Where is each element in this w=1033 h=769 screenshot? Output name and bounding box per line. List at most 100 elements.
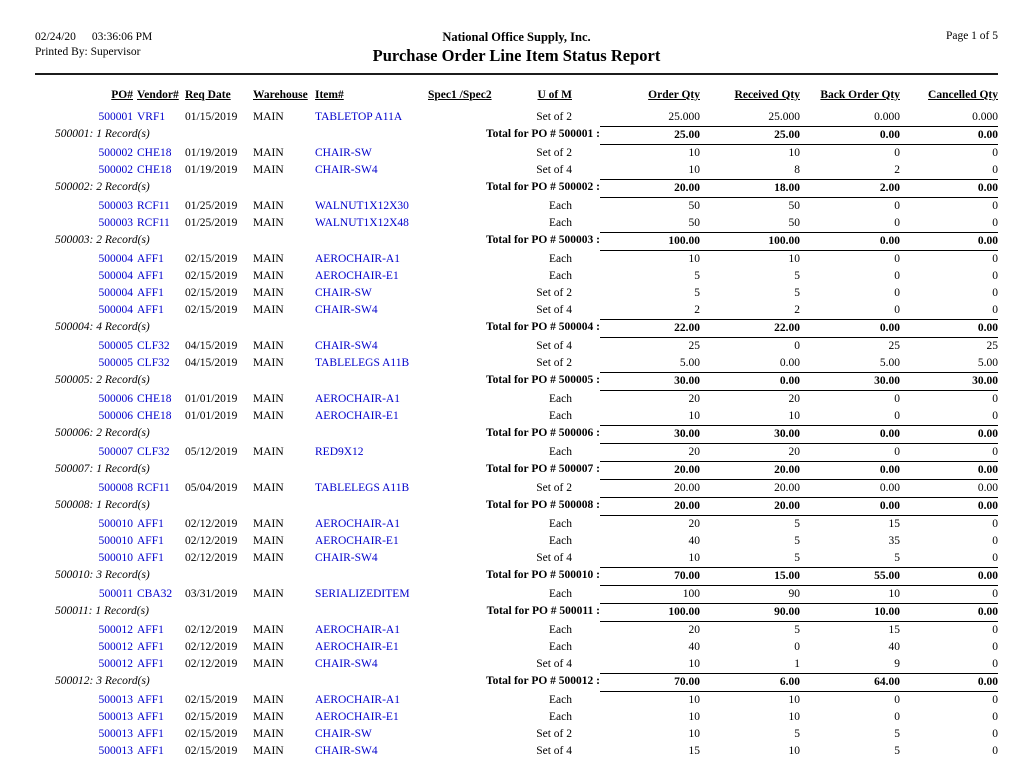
vendor-link[interactable]: CLF32 — [137, 357, 170, 369]
item-link[interactable]: CHAIR-SW4 — [315, 340, 378, 352]
item-link[interactable]: CHAIR-SW4 — [315, 304, 378, 316]
vendor-link[interactable]: AFF1 — [137, 535, 164, 547]
back-order-qty-total: 55.00 — [874, 570, 900, 582]
uom-cell: Each — [549, 518, 572, 530]
item-link[interactable]: WALNUT1X12X30 — [315, 200, 409, 212]
received-qty-cell: 8 — [794, 164, 800, 176]
vendor-link[interactable]: AFF1 — [137, 552, 164, 564]
vendor-link[interactable]: AFF1 — [137, 694, 164, 706]
spec-cell — [428, 550, 508, 567]
vendor-link[interactable]: CLF32 — [137, 340, 170, 352]
po-link[interactable]: 500012 — [98, 641, 134, 653]
received-qty-cell: 0 — [794, 340, 800, 352]
po-link[interactable]: 500007 — [98, 446, 134, 458]
col-header-cancelled-qty: Cancelled Qty — [928, 89, 998, 101]
warehouse-cell: MAIN — [253, 694, 284, 706]
po-link[interactable]: 500005 — [98, 357, 134, 369]
po-link[interactable]: 500006 — [98, 410, 134, 422]
print-info: 02/24/20 03:36:06 PM Printed By: Supervis… — [35, 30, 255, 60]
received-qty-total: 6.00 — [779, 676, 800, 688]
po-link[interactable]: 500003 — [98, 217, 134, 229]
item-link[interactable]: AEROCHAIR-E1 — [315, 270, 399, 282]
item-link[interactable]: AEROCHAIR-A1 — [315, 518, 400, 530]
cancelled-qty-cell: 0 — [992, 694, 998, 706]
vendor-link[interactable]: CHE18 — [137, 393, 172, 405]
po-link[interactable]: 500004 — [98, 253, 134, 265]
po-link[interactable]: 500002 — [98, 164, 134, 176]
po-link[interactable]: 500013 — [98, 728, 134, 740]
vendor-link[interactable]: AFF1 — [137, 624, 164, 636]
po-link[interactable]: 500001 — [98, 111, 134, 123]
item-link[interactable]: CHAIR-SW4 — [315, 658, 378, 670]
item-link[interactable]: AEROCHAIR-E1 — [315, 410, 399, 422]
vendor-link[interactable]: VRF1 — [137, 111, 166, 123]
po-link[interactable]: 500004 — [98, 304, 134, 316]
po-link[interactable]: 500012 — [98, 658, 134, 670]
po-total-row: 500010: 3 Record(s) Total for PO # 500010… — [35, 567, 998, 586]
po-link[interactable]: 500006 — [98, 393, 134, 405]
po-link[interactable]: 500010 — [98, 518, 134, 530]
record-count: 500002: 2 Record(s) — [55, 181, 150, 193]
po-link[interactable]: 500011 — [98, 588, 133, 600]
item-link[interactable]: AEROCHAIR-E1 — [315, 711, 399, 723]
po-link[interactable]: 500013 — [98, 711, 134, 723]
po-link[interactable]: 500005 — [98, 340, 134, 352]
item-link[interactable]: TABLETOP A11A — [315, 111, 403, 123]
item-link[interactable]: WALNUT1X12X48 — [315, 217, 409, 229]
item-link[interactable]: TABLELEGS A11B — [315, 482, 410, 494]
report-header: 02/24/20 03:36:06 PM Printed By: Supervis… — [35, 30, 998, 66]
item-link[interactable]: CHAIR-SW — [315, 147, 372, 159]
item-link[interactable]: SERIALIZEDITEM — [315, 588, 410, 600]
po-link[interactable]: 500010 — [98, 535, 134, 547]
item-link[interactable]: AEROCHAIR-E1 — [315, 641, 399, 653]
item-link[interactable]: AEROCHAIR-A1 — [315, 694, 400, 706]
spec-cell — [428, 355, 508, 372]
po-link[interactable]: 500013 — [98, 745, 134, 757]
warehouse-cell: MAIN — [253, 552, 284, 564]
item-link[interactable]: AEROCHAIR-A1 — [315, 393, 400, 405]
vendor-link[interactable]: CLF32 — [137, 446, 170, 458]
item-link[interactable]: CHAIR-SW4 — [315, 164, 378, 176]
item-link[interactable]: CHAIR-SW4 — [315, 552, 378, 564]
line-item-row: 500007 CLF32 05/12/2019 MAIN RED9X12 Each 20 20… — [35, 444, 999, 461]
vendor-link[interactable]: RCF11 — [137, 217, 170, 229]
vendor-link[interactable]: AFF1 — [137, 711, 164, 723]
spec-cell — [428, 109, 508, 126]
vendor-link[interactable]: AFF1 — [137, 518, 164, 530]
po-link[interactable]: 500013 — [98, 694, 134, 706]
item-link[interactable]: AEROCHAIR-A1 — [315, 624, 400, 636]
item-link[interactable]: CHAIR-SW4 — [315, 745, 378, 757]
item-link[interactable]: TABLELEGS A11B — [315, 357, 410, 369]
vendor-link[interactable]: CHE18 — [137, 147, 172, 159]
po-link[interactable]: 500010 — [98, 552, 134, 564]
vendor-link[interactable]: CBA32 — [137, 588, 173, 600]
po-link[interactable]: 500002 — [98, 147, 134, 159]
vendor-link[interactable]: CHE18 — [137, 410, 172, 422]
vendor-link[interactable]: AFF1 — [137, 287, 164, 299]
item-link[interactable]: RED9X12 — [315, 446, 364, 458]
order-qty-total: 22.00 — [674, 322, 700, 334]
back-order-qty-total: 0.00 — [879, 464, 900, 476]
vendor-link[interactable]: RCF11 — [137, 200, 170, 212]
item-link[interactable]: CHAIR-SW — [315, 728, 372, 740]
vendor-link[interactable]: AFF1 — [137, 658, 164, 670]
order-qty-cell: 20 — [688, 393, 701, 405]
vendor-link[interactable]: AFF1 — [137, 304, 164, 316]
item-link[interactable]: AEROCHAIR-A1 — [315, 253, 400, 265]
vendor-link[interactable]: AFF1 — [137, 253, 164, 265]
po-link[interactable]: 500004 — [98, 287, 134, 299]
vendor-link[interactable]: AFF1 — [137, 728, 164, 740]
print-date: 02/24/20 — [35, 31, 76, 43]
vendor-link[interactable]: AFF1 — [137, 641, 164, 653]
po-link[interactable]: 500008 — [98, 482, 134, 494]
po-link[interactable]: 500004 — [98, 270, 134, 282]
vendor-link[interactable]: AFF1 — [137, 745, 164, 757]
po-link[interactable]: 500012 — [98, 624, 134, 636]
vendor-link[interactable]: RCF11 — [137, 482, 170, 494]
item-link[interactable]: AEROCHAIR-E1 — [315, 535, 399, 547]
vendor-link[interactable]: CHE18 — [137, 164, 172, 176]
po-link[interactable]: 500003 — [98, 200, 134, 212]
received-qty-total: 25.00 — [774, 129, 800, 141]
vendor-link[interactable]: AFF1 — [137, 270, 164, 282]
item-link[interactable]: CHAIR-SW — [315, 287, 372, 299]
